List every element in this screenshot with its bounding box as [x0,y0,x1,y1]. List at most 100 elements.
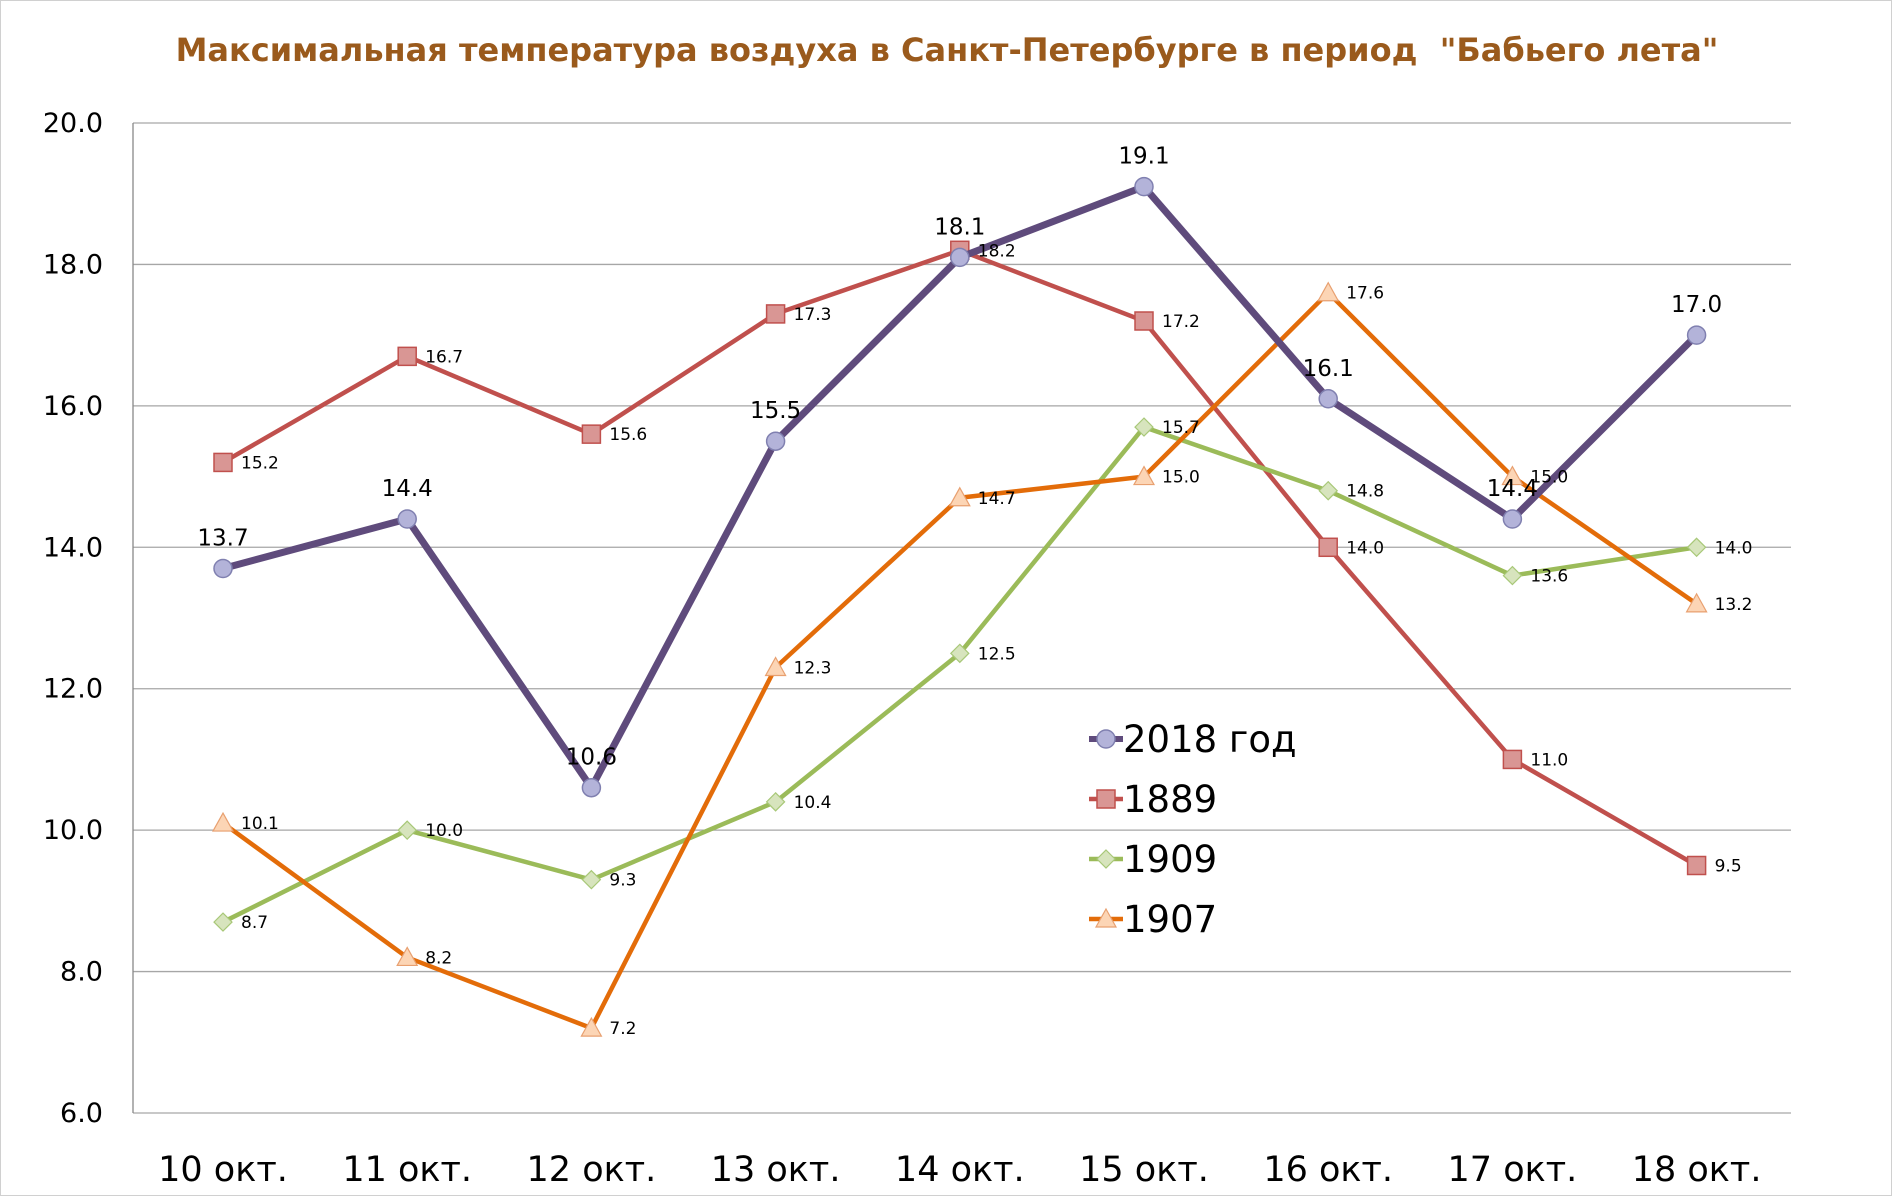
data-point [949,643,970,664]
data-label: 7.2 [609,1019,636,1039]
x-tick-label: 16 окт. [1263,1150,1393,1190]
data-point [1502,565,1523,586]
data-point [396,946,419,967]
y-tick-label: 18.0 [43,249,103,280]
data-point [581,424,602,444]
legend-swatch-marker [1096,849,1116,869]
data-point [581,869,602,890]
data-label: 17.0 [1671,292,1722,318]
data-label: 16.1 [1303,356,1354,382]
data-label: 9.5 [1715,857,1742,877]
data-point [1502,749,1523,770]
x-tick-label: 15 окт. [1079,1150,1209,1190]
data-label: 14.0 [1346,538,1384,558]
data-point [211,811,235,832]
legend-label: 1907 [1123,898,1217,941]
x-tick-label: 13 окт. [711,1150,841,1190]
data-label: 10.0 [425,821,463,841]
data-label: 14.8 [1346,482,1384,502]
data-label: 10.6 [566,745,617,771]
legend-entry: 1889 [1089,778,1217,821]
data-label: 14.4 [1487,476,1538,502]
legend-entry: 2018 год [1089,718,1297,761]
data-point [765,431,786,451]
data-point [1501,465,1524,486]
series-1909 [213,417,1707,932]
y-tick-label: 12.0 [43,674,103,705]
data-point [213,452,233,473]
data-label: 9.3 [609,871,636,891]
data-label: 8.7 [241,913,268,933]
y-tick-label: 14.0 [43,532,103,563]
data-label: 14.4 [382,476,433,502]
data-point [1134,311,1154,331]
data-point [397,509,417,529]
x-tick-label: 10 окт. [158,1150,288,1190]
data-point [1502,509,1523,529]
data-label: 14.7 [978,489,1016,509]
legend-swatch-marker [1096,729,1116,749]
x-tick-label: 17 окт. [1448,1150,1578,1190]
legend-entry: 1907 [1089,898,1217,941]
data-label: 10.4 [794,793,832,813]
data-label: 15.5 [750,398,801,424]
x-tick-label: 12 окт. [527,1150,657,1190]
data-point [1686,537,1707,558]
legend-label: 2018 год [1123,718,1297,761]
data-point [1132,465,1156,486]
data-point [950,247,970,268]
data-point [1318,389,1338,409]
legend-entry: 1909 [1089,838,1217,881]
data-point [581,777,602,798]
legend-swatch-marker [1096,789,1116,809]
data-point [1686,855,1707,876]
legend-label: 1909 [1123,838,1217,881]
data-label: 8.2 [425,948,452,968]
y-tick-label: 16.0 [43,391,103,422]
data-point [397,820,418,840]
data-label: 11.0 [1530,750,1568,770]
data-label: 15.7 [1162,418,1200,438]
data-point [213,912,233,932]
data-label: 17.6 [1346,284,1384,304]
data-label: 15.0 [1530,468,1568,488]
data-label: 19.1 [1118,144,1169,170]
data-label: 12.5 [978,644,1016,664]
data-point [1318,537,1338,558]
data-point [1317,281,1340,302]
data-point [1134,176,1154,197]
data-point [1686,325,1707,345]
data-label: 18.1 [934,214,985,240]
x-tick-label: 11 окт. [342,1150,472,1190]
data-point [948,486,971,507]
data-label: 10.1 [241,814,279,834]
data-point [765,304,786,324]
y-tick-label: 6.0 [60,1098,103,1129]
data-label: 17.2 [1162,312,1200,332]
data-label: 14.0 [1715,538,1753,558]
series-2018-год [213,176,1707,798]
data-label: 13.7 [197,526,248,552]
data-point [764,656,787,677]
data-label: 16.7 [425,347,463,367]
chart-title: Максимальная температура воздуха в Санкт… [175,31,1719,69]
data-label: 17.3 [794,305,832,325]
data-point [213,558,233,579]
x-tick-label: 14 окт. [895,1150,1025,1190]
data-label: 12.3 [794,659,832,679]
data-point [1134,417,1154,437]
data-point [765,792,786,812]
data-label: 15.0 [1162,468,1200,488]
data-label: 18.2 [978,241,1016,261]
data-point [397,346,417,367]
series-1907 [211,281,1708,1037]
y-tick-label: 20.0 [43,108,103,139]
legend-swatch-marker [1094,907,1118,928]
data-label: 15.6 [609,425,647,445]
x-tick-label: 18 окт. [1632,1150,1762,1190]
y-tick-label: 10.0 [43,815,103,846]
data-point [580,1016,603,1037]
data-label: 15.2 [241,453,279,473]
